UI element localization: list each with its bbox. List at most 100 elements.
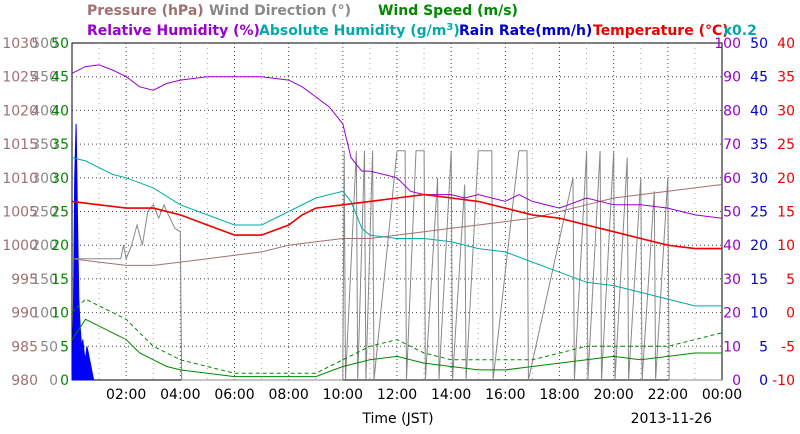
humidity-tick-label: 0	[732, 373, 741, 389]
axis-ticks: 9809859909951000100510101015102010251030…	[2, 36, 795, 403]
wind-direction-tick-label: 300	[31, 171, 58, 187]
temperature-tick-label: 15	[777, 205, 795, 221]
rain-rate-tick-label: 20	[750, 238, 768, 254]
rain-rate-tick-label: 0	[759, 373, 768, 389]
wind-direction-tick-label: 50	[40, 339, 58, 355]
x-tick-label: 14:00	[431, 387, 471, 403]
wind-speed-tick-label: 0	[60, 373, 69, 389]
humidity-tick-label: 60	[723, 171, 741, 187]
legend-rain-rate: Rain Rate(mm/h)	[459, 23, 592, 39]
legend: Pressure (hPa) Wind Direction (°) Wind Spe…	[87, 3, 757, 39]
x-tick-label: 06:00	[214, 387, 254, 403]
wind-speed-tick-label: 40	[51, 103, 69, 119]
x-axis-title: Time (JST)	[361, 411, 433, 427]
x-tick-label: 20:00	[593, 387, 633, 403]
temperature-tick-label: 40	[777, 36, 795, 52]
wind-speed-tick-label: 35	[51, 137, 69, 153]
wind-direction-tick-label: 150	[31, 272, 58, 288]
pressure-tick-label: 1005	[2, 205, 38, 221]
humidity-tick-label: 100	[714, 36, 741, 52]
wind-direction-tick-label: 500	[31, 36, 58, 52]
rain-rate-tick-label: 35	[750, 137, 768, 153]
wind-speed-tick-label: 15	[51, 272, 69, 288]
temperature-tick-label: -5	[781, 339, 795, 355]
humidity-tick-label: 50	[723, 205, 741, 221]
temperature-tick-label: -10	[772, 373, 795, 389]
pressure-tick-label: 1010	[2, 171, 38, 187]
x-tick-label: 08:00	[268, 387, 308, 403]
wind-direction-tick-label: 250	[31, 205, 58, 221]
humidity-tick-label: 70	[723, 137, 741, 153]
relative-humidity-line	[71, 64, 723, 219]
wind-speed-tick-label: 25	[51, 205, 69, 221]
wind-speed-tick-label: 45	[51, 70, 69, 86]
wind-direction-line	[72, 150, 722, 381]
wind-direction-tick-label: 350	[31, 137, 58, 153]
pressure-tick-label: 1025	[2, 70, 38, 86]
x-tick-label: 10:00	[323, 387, 363, 403]
rain-rate-tick-label: 45	[750, 70, 768, 86]
legend-relative-humidity: Relative Humidity (%)	[87, 23, 260, 39]
pressure-tick-label: 1020	[2, 103, 38, 119]
humidity-tick-label: 90	[723, 70, 741, 86]
humidity-tick-label: 10	[723, 339, 741, 355]
temperature-tick-label: 10	[777, 238, 795, 254]
legend-wind-direction: Wind Direction (°)	[209, 3, 351, 19]
wind-direction-tick-label: 200	[31, 238, 58, 254]
wind-speed-max-m-s-line	[71, 298, 723, 374]
pressure-tick-label: 990	[11, 306, 38, 322]
legend-suffix: )	[453, 23, 459, 39]
date-label: 2013-11-26	[631, 411, 712, 427]
wind-speed-tick-label: 10	[51, 306, 69, 322]
rain-rate-tick-label: 50	[750, 36, 768, 52]
temperature-tick-label: 5	[786, 272, 795, 288]
temperature-tick-label: 0	[786, 306, 795, 322]
pressure-tick-label: 985	[11, 339, 38, 355]
humidity-tick-label: 40	[723, 238, 741, 254]
wind-speed-tick-label: 20	[51, 238, 69, 254]
temperature-tick-label: 20	[777, 171, 795, 187]
pressure-hpa-line	[71, 184, 723, 266]
wind-direction-tick-label: 400	[31, 103, 58, 119]
humidity-tick-label: 80	[723, 103, 741, 119]
x-tick-label: 16:00	[485, 387, 525, 403]
pressure-tick-label: 1015	[2, 137, 38, 153]
series-group	[71, 64, 723, 381]
x-tick-label: 04:00	[160, 387, 200, 403]
x-tick-label: 12:00	[377, 387, 417, 403]
legend-wind-speed: Wind Speed (m/s)	[378, 3, 518, 19]
pressure-tick-label: 1000	[2, 238, 38, 254]
rain-rate-mm-h-area	[71, 123, 95, 381]
rain-rate-tick-label: 10	[750, 306, 768, 322]
temperature-tick-label: 35	[777, 70, 795, 86]
x-tick-label: 18:00	[539, 387, 579, 403]
wind-speed-tick-label: 5	[60, 339, 69, 355]
rain-rate-tick-label: 5	[759, 339, 768, 355]
temperature-c-line	[71, 193, 722, 250]
wind-speed-tick-label: 30	[51, 171, 69, 187]
temperature-tick-label: 30	[777, 103, 795, 119]
pressure-tick-label: 995	[11, 272, 38, 288]
wind-direction-tick-label: 0	[49, 373, 58, 389]
pressure-tick-label: 1030	[2, 36, 38, 52]
legend-superscript: 3	[446, 22, 453, 33]
x-tick-label: 00:00	[702, 387, 742, 403]
legend-absolute-humidity: Absolute Humidity (g/m3)	[259, 22, 460, 39]
wind-speed-tick-label: 50	[51, 36, 69, 52]
x-tick-label: 22:00	[648, 387, 688, 403]
rain-rate-tick-label: 30	[750, 171, 768, 187]
rain-rate-tick-label: 15	[750, 272, 768, 288]
rain-rate-tick-label: 25	[750, 205, 768, 221]
humidity-tick-label: 20	[723, 306, 741, 322]
legend-pressure: Pressure (hPa)	[87, 3, 204, 19]
humidity-tick-label: 30	[723, 272, 741, 288]
legend-temperature: Temperature (°C)	[593, 23, 729, 39]
absolute-humidity-g-m3-line	[71, 157, 722, 307]
temperature-tick-label: 25	[777, 137, 795, 153]
wind-speed-m-s-line	[71, 318, 722, 378]
rain-rate-tick-label: 40	[750, 103, 768, 119]
pressure-tick-label: 980	[11, 373, 38, 389]
wind-direction-tick-label: 450	[31, 70, 58, 86]
wind-direction-tick-label: 100	[31, 306, 58, 322]
